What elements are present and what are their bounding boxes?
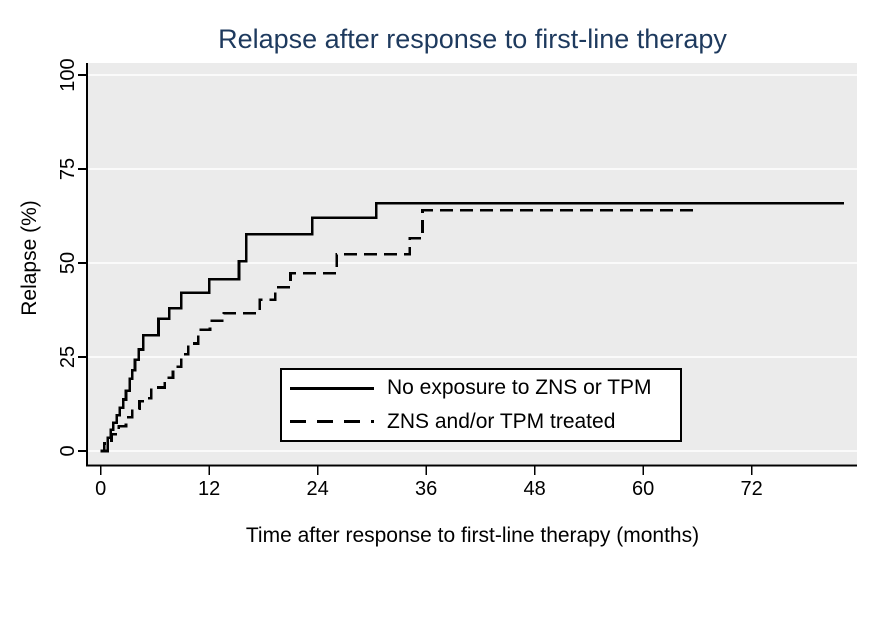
- x-tick-label: 12: [198, 478, 220, 500]
- chart-title: Relapse after response to first-line the…: [218, 24, 727, 54]
- y-tick-label: 100: [57, 58, 79, 91]
- y-tick-label: 50: [57, 252, 79, 274]
- x-tick-label: 48: [523, 478, 545, 500]
- series-line-solid: [100, 201, 844, 453]
- x-tick-label: 0: [95, 478, 106, 500]
- y-axis-title: Relapse (%): [18, 200, 41, 316]
- legend-box: No exposure to ZNS or TPM ZNS and/or TPM…: [280, 368, 682, 442]
- legend-entry-no-exposure: No exposure to ZNS or TPM: [290, 373, 680, 403]
- x-tick-label: 24: [307, 478, 329, 500]
- x-tick-label: 72: [740, 478, 762, 500]
- x-tick-label: 36: [415, 478, 437, 500]
- legend-label: No exposure to ZNS or TPM: [387, 376, 652, 400]
- series-line-dashed: [100, 209, 697, 453]
- y-tick-label: 25: [57, 346, 79, 368]
- x-axis-title: Time after response to first-line therap…: [245, 524, 700, 547]
- legend-dashed-line-sample: [290, 420, 374, 424]
- y-tick-label: 75: [57, 158, 79, 180]
- x-tick-label: 60: [632, 478, 654, 500]
- legend-entry-treated: ZNS and/or TPM treated: [290, 407, 680, 437]
- legend-label: ZNS and/or TPM treated: [387, 409, 616, 433]
- legend-solid-line-sample: [290, 386, 374, 390]
- y-tick-label: 0: [57, 445, 79, 456]
